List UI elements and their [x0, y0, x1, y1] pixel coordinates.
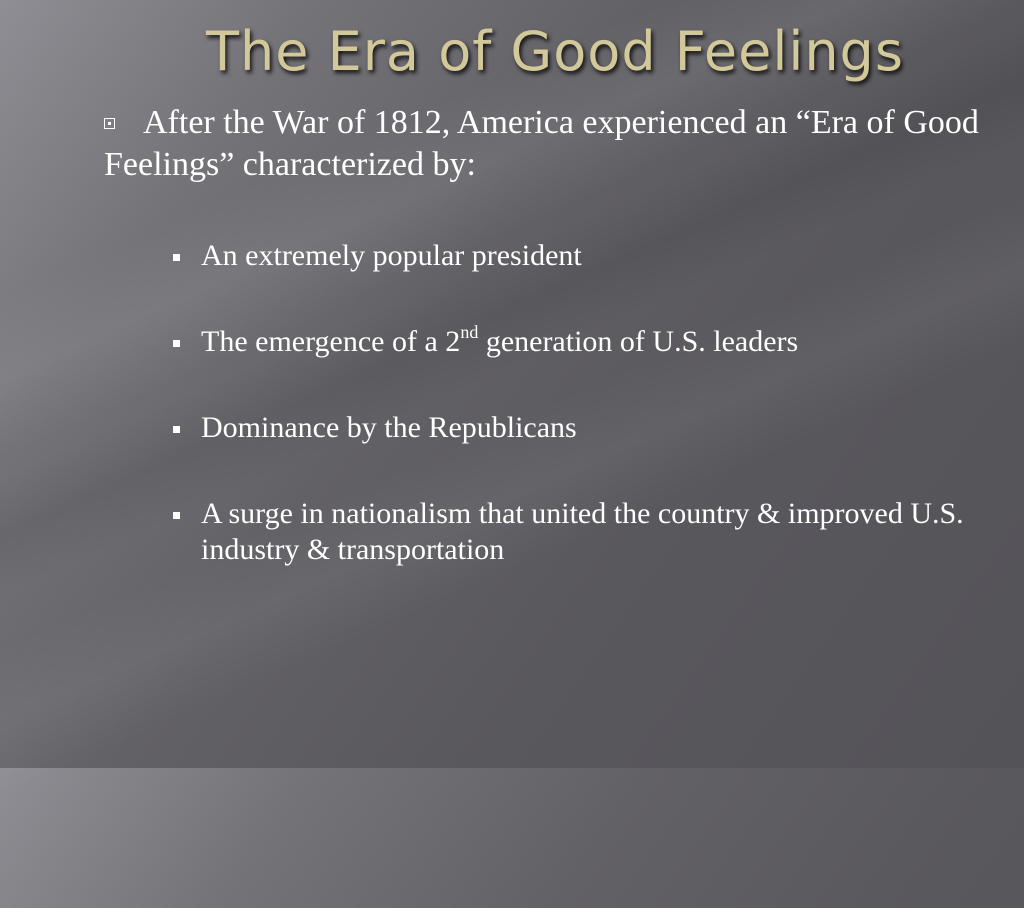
sub-bullet-item: Dominance by the Republicans: [170, 410, 970, 446]
sub-bullet-text: A surge in nationalism that united the c…: [201, 497, 964, 566]
sub-bullet-item: An extremely popular president: [170, 238, 970, 274]
sub-bullet-text-before: The emergence of a 2: [201, 325, 461, 358]
main-bullet: After the War of 1812, America experienc…: [104, 102, 1004, 186]
square-bullet-icon: [173, 512, 180, 519]
sub-bullet-text-after: generation of U.S. leaders: [478, 325, 799, 358]
square-bullet-icon: [173, 426, 180, 433]
sub-bullet-item: The emergence of a 2nd generation of U.S…: [170, 322, 970, 360]
sub-bullet-text: Dominance by the Republicans: [201, 411, 577, 444]
square-bullet-icon: [173, 254, 180, 261]
square-bullet-icon: [104, 118, 115, 129]
sub-bullet-text: An extremely popular president: [201, 239, 582, 272]
main-bullet-text: After the War of 1812, America experienc…: [104, 104, 979, 183]
square-bullet-icon: [173, 340, 180, 347]
sub-bullet-item: A surge in nationalism that united the c…: [170, 496, 970, 568]
slide-title: The Era of Good Feelings: [206, 20, 904, 83]
sub-bullet-list: An extremely popular president The emerg…: [170, 238, 970, 618]
ordinal-superscript: nd: [460, 322, 479, 342]
